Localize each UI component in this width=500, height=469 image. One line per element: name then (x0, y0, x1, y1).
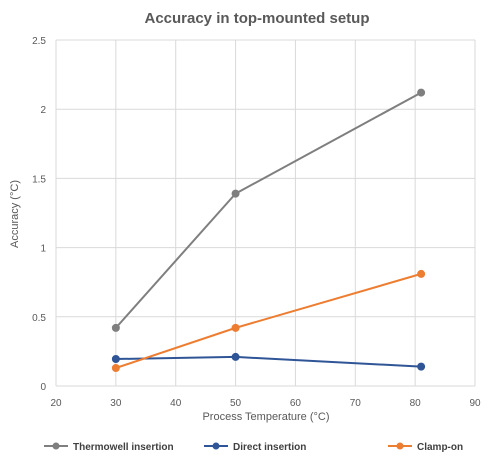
x-tick-label-0: 20 (50, 398, 62, 409)
series-clamp-on (111, 269, 426, 373)
chart-title: Accuracy in top-mounted setup (144, 10, 369, 27)
data-point-clamp-on-1 (231, 323, 240, 332)
legend-label-direct-insertion: Direct insertion (233, 442, 306, 453)
legend-marker-direct-insertion (212, 442, 220, 450)
series-layer (111, 88, 426, 373)
data-point-thermowell-insertion-0 (111, 323, 120, 332)
data-point-clamp-on-0 (111, 364, 120, 373)
legend: Thermowell insertion Direct insertion Clam… (44, 442, 463, 453)
y-tick-label-5: 2.5 (32, 36, 46, 47)
data-point-clamp-on-2 (417, 269, 426, 278)
legend-item-clamp-on: Clamp-on (388, 442, 463, 453)
legend-label-clamp-on: Clamp-on (417, 442, 463, 453)
y-tick-label-2: 1 (40, 244, 46, 255)
series-direct-insertion (111, 352, 426, 371)
y-tick-label-4: 2 (40, 105, 46, 116)
y-axis-title: Accuracy (°C) (9, 180, 21, 248)
data-point-thermowell-insertion-1 (231, 189, 240, 198)
x-tick-label-4: 60 (290, 398, 302, 409)
legend-item-thermowell-insertion: Thermowell insertion (44, 442, 174, 453)
series-line-direct-insertion (115, 355, 422, 368)
data-point-direct-insertion-2 (417, 362, 426, 371)
x-axis-title: Process Temperature (°C) (202, 411, 329, 423)
y-tick-label-0: 0 (40, 382, 46, 393)
y-tick-label-1: 0.5 (32, 313, 46, 324)
y-tick-label-3: 1.5 (32, 174, 46, 185)
series-line-clamp-on (115, 272, 422, 369)
data-point-direct-insertion-0 (111, 355, 120, 364)
x-tick-label-6: 80 (410, 398, 422, 409)
legend-label-thermowell-insertion: Thermowell insertion (73, 442, 174, 453)
x-tick-label-7: 90 (469, 398, 481, 409)
tick-labels: 20 30 40 50 60 70 80 90 0 0.5 1 1.5 2 2.5 (32, 36, 481, 409)
data-point-thermowell-insertion-2 (417, 88, 426, 97)
x-tick-label-5: 70 (350, 398, 362, 409)
legend-item-direct-insertion: Direct insertion (204, 442, 306, 453)
grid-layer (55, 39, 476, 387)
series-thermowell-insertion (111, 88, 426, 332)
x-tick-label-2: 40 (170, 398, 182, 409)
legend-marker-clamp-on (396, 442, 404, 450)
series-line-thermowell-insertion (115, 91, 422, 329)
x-tick-label-1: 30 (110, 398, 122, 409)
x-tick-label-3: 50 (230, 398, 242, 409)
data-point-direct-insertion-1 (231, 352, 240, 361)
legend-marker-thermowell-insertion (52, 442, 60, 450)
